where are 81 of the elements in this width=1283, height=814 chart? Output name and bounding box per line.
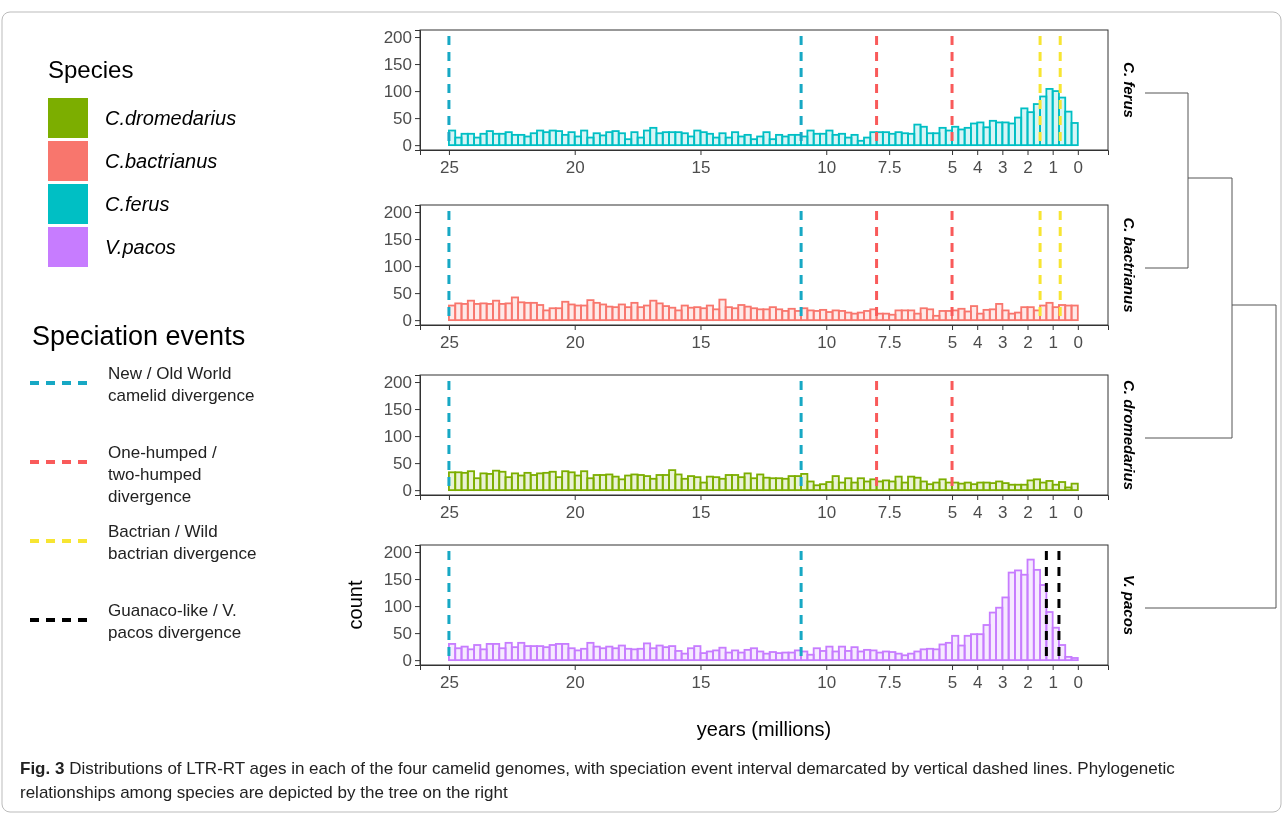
x-tick-label: 15 — [691, 503, 711, 523]
x-tick-label: 10 — [817, 333, 837, 353]
x-tick-label: 3 — [998, 333, 1008, 353]
text: C. ferus — [1121, 62, 1138, 118]
x-tick-label: 20 — [565, 503, 585, 523]
x-tick-label: 25 — [439, 333, 459, 353]
x-tick-label: 5 — [947, 158, 958, 178]
x-tick-label: 0 — [1073, 503, 1084, 523]
x-tick-label: 25 — [439, 503, 459, 523]
x-tick-label: 10 — [817, 503, 837, 523]
y-tick-label: 50 — [393, 109, 412, 129]
x-tick-label: 3 — [998, 503, 1008, 523]
x-tick-label: 25 — [439, 673, 459, 693]
x-tick-label: 15 — [691, 333, 711, 353]
y-axis-title: count — [344, 580, 366, 630]
x-tick-label: 5 — [947, 673, 958, 693]
x-tick-label: 20 — [565, 673, 585, 693]
x-tick-label: 20 — [565, 333, 585, 353]
x-tick-label: 1 — [1048, 333, 1058, 353]
y-tick-label: 150 — [383, 399, 412, 419]
x-tick-label: 5 — [947, 503, 958, 523]
y-tick-label: 0 — [402, 651, 412, 671]
x-tick-label: 0 — [1073, 158, 1084, 178]
legend-label: One-humped / two-humped divergence — [108, 443, 217, 506]
x-tick-label: 2 — [1023, 333, 1033, 353]
x-tick-label: 4 — [972, 158, 983, 178]
legend-label: C.bactrianus — [105, 150, 218, 172]
x-tick-label: 25 — [439, 158, 459, 178]
y-tick-label: 100 — [383, 82, 412, 102]
legend-label: Bactrian / Wild bactrian divergence — [108, 522, 257, 563]
x-axis-title: years (millions) — [696, 718, 832, 740]
x-tick-label: 5 — [947, 333, 958, 353]
x-tick-label: 0 — [1073, 333, 1084, 353]
y-tick-label: 100 — [383, 257, 412, 277]
x-tick-label: 2 — [1023, 158, 1033, 178]
y-tick-label: 200 — [383, 542, 412, 562]
x-tick-label: 7.5 — [877, 158, 902, 178]
x-tick-label: 15 — [691, 673, 711, 693]
x-tick-label: 7.5 — [877, 503, 902, 523]
y-tick-label: 200 — [383, 27, 412, 47]
x-tick-label: 1 — [1048, 158, 1058, 178]
y-tick-label: 100 — [383, 597, 412, 617]
x-tick-label: 0 — [1073, 673, 1084, 693]
caption: Fig. 3 Distributions of LTR-RT ages in each of the four camelid genomes, with speciation event interval demarcated by vertical dashed lines. Phylogenetic relationships among species are depicted by the tree on the right — [20, 759, 1176, 802]
y-tick-label: 50 — [393, 624, 412, 644]
x-tick-label: 4 — [972, 333, 983, 353]
legend-label: C.ferus — [105, 193, 170, 215]
x-tick-label: 10 — [817, 673, 837, 693]
text: Speciation events — [32, 321, 246, 351]
text: C. bactrianus — [1121, 217, 1138, 313]
y-tick-label: 200 — [383, 202, 412, 222]
x-tick-label: 1 — [1048, 673, 1058, 693]
legend-label: V.pacos — [105, 236, 176, 258]
legend-label: C.dromedarius — [105, 107, 237, 129]
y-tick-label: 50 — [393, 454, 412, 474]
x-tick-label: 10 — [817, 158, 837, 178]
x-tick-label: 4 — [972, 503, 983, 523]
y-tick-label: 0 — [402, 136, 412, 156]
x-tick-label: 1 — [1048, 503, 1058, 523]
y-tick-label: 50 — [393, 284, 412, 304]
y-tick-label: 200 — [383, 372, 412, 392]
x-tick-label: 3 — [998, 158, 1008, 178]
x-tick-label: 2 — [1023, 503, 1033, 523]
y-tick-label: 100 — [383, 427, 412, 447]
y-tick-label: 0 — [402, 311, 412, 331]
y-tick-label: 0 — [402, 481, 412, 501]
x-tick-label: 4 — [972, 673, 983, 693]
y-tick-label: 150 — [383, 569, 412, 589]
ref-line-label: Guanaco-like / V. pacos divergence — [108, 601, 242, 642]
x-tick-label: 3 — [998, 673, 1008, 693]
x-tick-label: 7.5 — [877, 673, 902, 693]
legend-label: New / Old World camelid divergence — [108, 364, 255, 405]
text: V. pacos — [1121, 574, 1138, 636]
legend-title: Species — [48, 56, 134, 83]
y-tick-label: 150 — [383, 229, 412, 249]
x-tick-label: 15 — [691, 158, 711, 178]
y-tick-label: 150 — [383, 54, 412, 74]
text: C. dromedarius — [1121, 379, 1138, 491]
x-tick-label: 20 — [565, 158, 585, 178]
x-tick-label: 7.5 — [877, 333, 902, 353]
x-tick-label: 2 — [1023, 673, 1033, 693]
